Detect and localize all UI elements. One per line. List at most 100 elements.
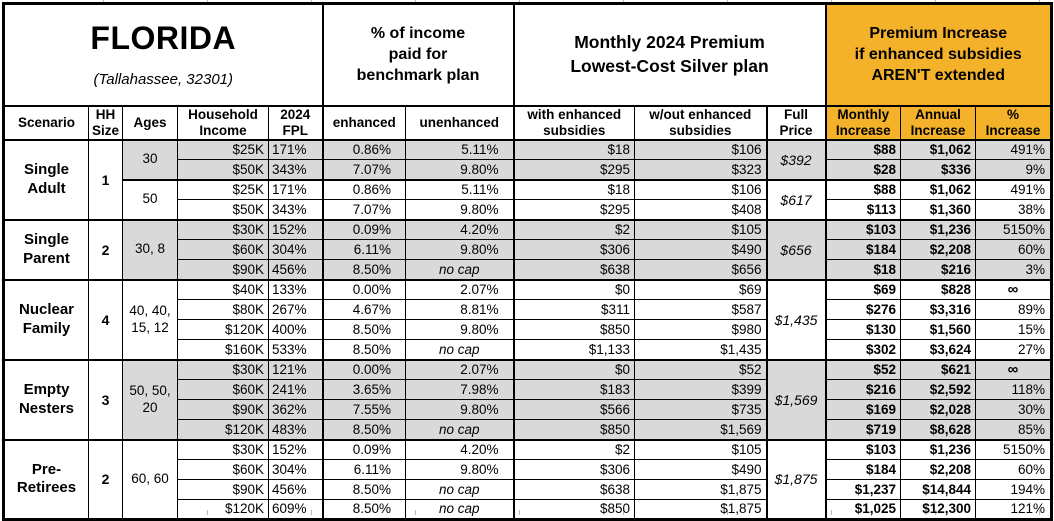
pct-increase-value: 5150% <box>975 218 1052 241</box>
fpl-value: 152% <box>268 438 323 461</box>
household-income-value: $60K <box>177 379 269 401</box>
premium-with-subsidies-value: $0 <box>512 358 635 381</box>
table-row: $90K 456% 8.50% no cap $638 $656 $18 $216 3% <box>4 259 1052 281</box>
unenhanced-pct-value: 4.20% <box>405 218 514 241</box>
monthly-increase-value: $88 <box>824 139 901 161</box>
pct-increase-value: 491% <box>975 139 1052 161</box>
premium-with-subsidies-value: $566 <box>512 399 635 421</box>
fpl-value: 121% <box>268 358 323 381</box>
table-body: Single Adult 1 30 $25K 171% 0.86% 5.11% $18 $106… <box>3 139 1052 521</box>
benchmark-section-header: % of income paid for benchmark plan <box>321 2 514 107</box>
unenhanced-pct-value: 4.20% <box>405 438 514 461</box>
table-row: $120K 483% 8.50% no cap $850 $1,569 $719 $8,628… <box>4 419 1052 441</box>
annual-increase-value: $828 <box>900 278 976 301</box>
unenhanced-pct-value: 5.11% <box>405 139 514 161</box>
household-income-value: $90K <box>177 479 269 501</box>
unenhanced-pct-value: 2.07% <box>405 278 514 301</box>
annual-increase-value: $2,592 <box>900 379 976 401</box>
household-income-value: $160K <box>177 339 269 361</box>
premium-with-subsidies-value: $183 <box>512 379 635 401</box>
annual-increase-value: $1,236 <box>900 218 976 241</box>
annual-increase-value: $336 <box>900 159 976 181</box>
enhanced-pct-value: 0.09% <box>321 438 406 461</box>
monthly-increase-value: $276 <box>824 299 901 321</box>
monthly-increase-value: $28 <box>824 159 901 181</box>
annual-increase-value: $216 <box>900 259 976 281</box>
annual-increase-value: $2,208 <box>900 239 976 261</box>
household-income-value: $120K <box>177 419 269 441</box>
annual-increase-value: $12,300 <box>900 499 976 521</box>
monthly-increase-value: $216 <box>824 379 901 401</box>
enhanced-pct-value: 7.55% <box>321 399 406 421</box>
premium-without-subsidies-value: $735 <box>634 399 767 421</box>
pct-increase-value: 38% <box>975 199 1052 221</box>
unenhanced-pct-value: no cap <box>405 339 514 361</box>
ages-value: 30 <box>122 139 178 181</box>
fpl-value: 533% <box>268 339 323 361</box>
enhanced-pct-value: 8.50% <box>321 499 406 521</box>
premium-with-subsidies-value: $638 <box>512 259 635 281</box>
unenhanced-pct-value: no cap <box>405 499 514 521</box>
premium-without-subsidies-value: $399 <box>634 379 767 401</box>
table-row: $60K 304% 6.11% 9.80% $306 $490 $184 $2,208 60% <box>4 239 1052 261</box>
premium-without-subsidies-value: $408 <box>634 199 767 221</box>
premium-with-subsidies-value: $306 <box>512 459 635 481</box>
unenhanced-pct-value: 8.81% <box>405 299 514 321</box>
pct-increase-value: 89% <box>975 299 1052 321</box>
unenhanced-pct-value: no cap <box>405 479 514 501</box>
monthly-increase-value: $1,025 <box>824 499 901 521</box>
monthly-increase-value: $69 <box>824 278 901 301</box>
col-header-unenhanced: unenhanced <box>405 104 514 141</box>
monthly-increase-value: $169 <box>824 399 901 421</box>
fpl-value: 171% <box>268 139 323 161</box>
unenhanced-pct-value: 9.80% <box>405 239 514 261</box>
table-row: $50K 343% 7.07% 9.80% $295 $408 $113 $1,360 38% <box>4 199 1052 221</box>
full-price-value: $1,569 <box>765 358 826 441</box>
pct-increase-value: 27% <box>975 339 1052 361</box>
enhanced-pct-value: 4.67% <box>321 299 406 321</box>
full-price-value: $1,875 <box>765 438 826 521</box>
premium-without-subsidies-value: $490 <box>634 459 767 481</box>
unenhanced-pct-value: no cap <box>405 259 514 281</box>
household-income-value: $60K <box>177 459 269 481</box>
premium-with-subsidies-value: $18 <box>512 178 635 201</box>
header-top-row: FLORIDA (Tallahassee, 32301) % of income… <box>3 2 1052 107</box>
enhanced-pct-value: 3.65% <box>321 379 406 401</box>
fpl-value: 133% <box>268 278 323 301</box>
fpl-value: 456% <box>268 259 323 281</box>
premium-without-subsidies-value: $1,569 <box>634 419 767 441</box>
annual-increase-value: $1,236 <box>900 438 976 461</box>
fpl-value: 456% <box>268 479 323 501</box>
premium-with-subsidies-value: $2 <box>512 438 635 461</box>
ages-value: 60, 60 <box>122 438 178 521</box>
annual-increase-value: $2,208 <box>900 459 976 481</box>
fpl-value: 609% <box>268 499 323 521</box>
premium-with-subsidies-value: $311 <box>512 299 635 321</box>
fpl-value: 343% <box>268 159 323 181</box>
unenhanced-pct-value: 2.07% <box>405 358 514 381</box>
scenario-label: Pre- Retirees <box>3 438 89 521</box>
enhanced-pct-value: 7.07% <box>321 199 406 221</box>
monthly-increase-value: $18 <box>824 259 901 281</box>
hh-size-value: 1 <box>88 139 123 221</box>
household-income-value: $60K <box>177 239 269 261</box>
premium-with-subsidies-value: $850 <box>512 419 635 441</box>
annual-increase-value: $8,628 <box>900 419 976 441</box>
annual-increase-value: $1,360 <box>900 199 976 221</box>
ages-value: 50, 50, 20 <box>122 358 178 441</box>
pct-increase-value: 121% <box>975 499 1052 521</box>
premium-without-subsidies-value: $980 <box>634 319 767 341</box>
monthly-increase-value: $88 <box>824 178 901 201</box>
full-price-value: $1,435 <box>765 278 826 361</box>
premium-with-subsidies-value: $1,133 <box>512 339 635 361</box>
household-income-value: $25K <box>177 139 269 161</box>
monthly-increase-value: $52 <box>824 358 901 381</box>
monthly-increase-value: $113 <box>824 199 901 221</box>
premium-without-subsidies-value: $656 <box>634 259 767 281</box>
household-income-value: $50K <box>177 159 269 181</box>
enhanced-pct-value: 0.86% <box>321 178 406 201</box>
col-header-enhanced: enhanced <box>321 104 406 141</box>
monthly-increase-value: $1,237 <box>824 479 901 501</box>
scenario-label: Empty Nesters <box>3 358 89 441</box>
fpl-value: 304% <box>268 459 323 481</box>
